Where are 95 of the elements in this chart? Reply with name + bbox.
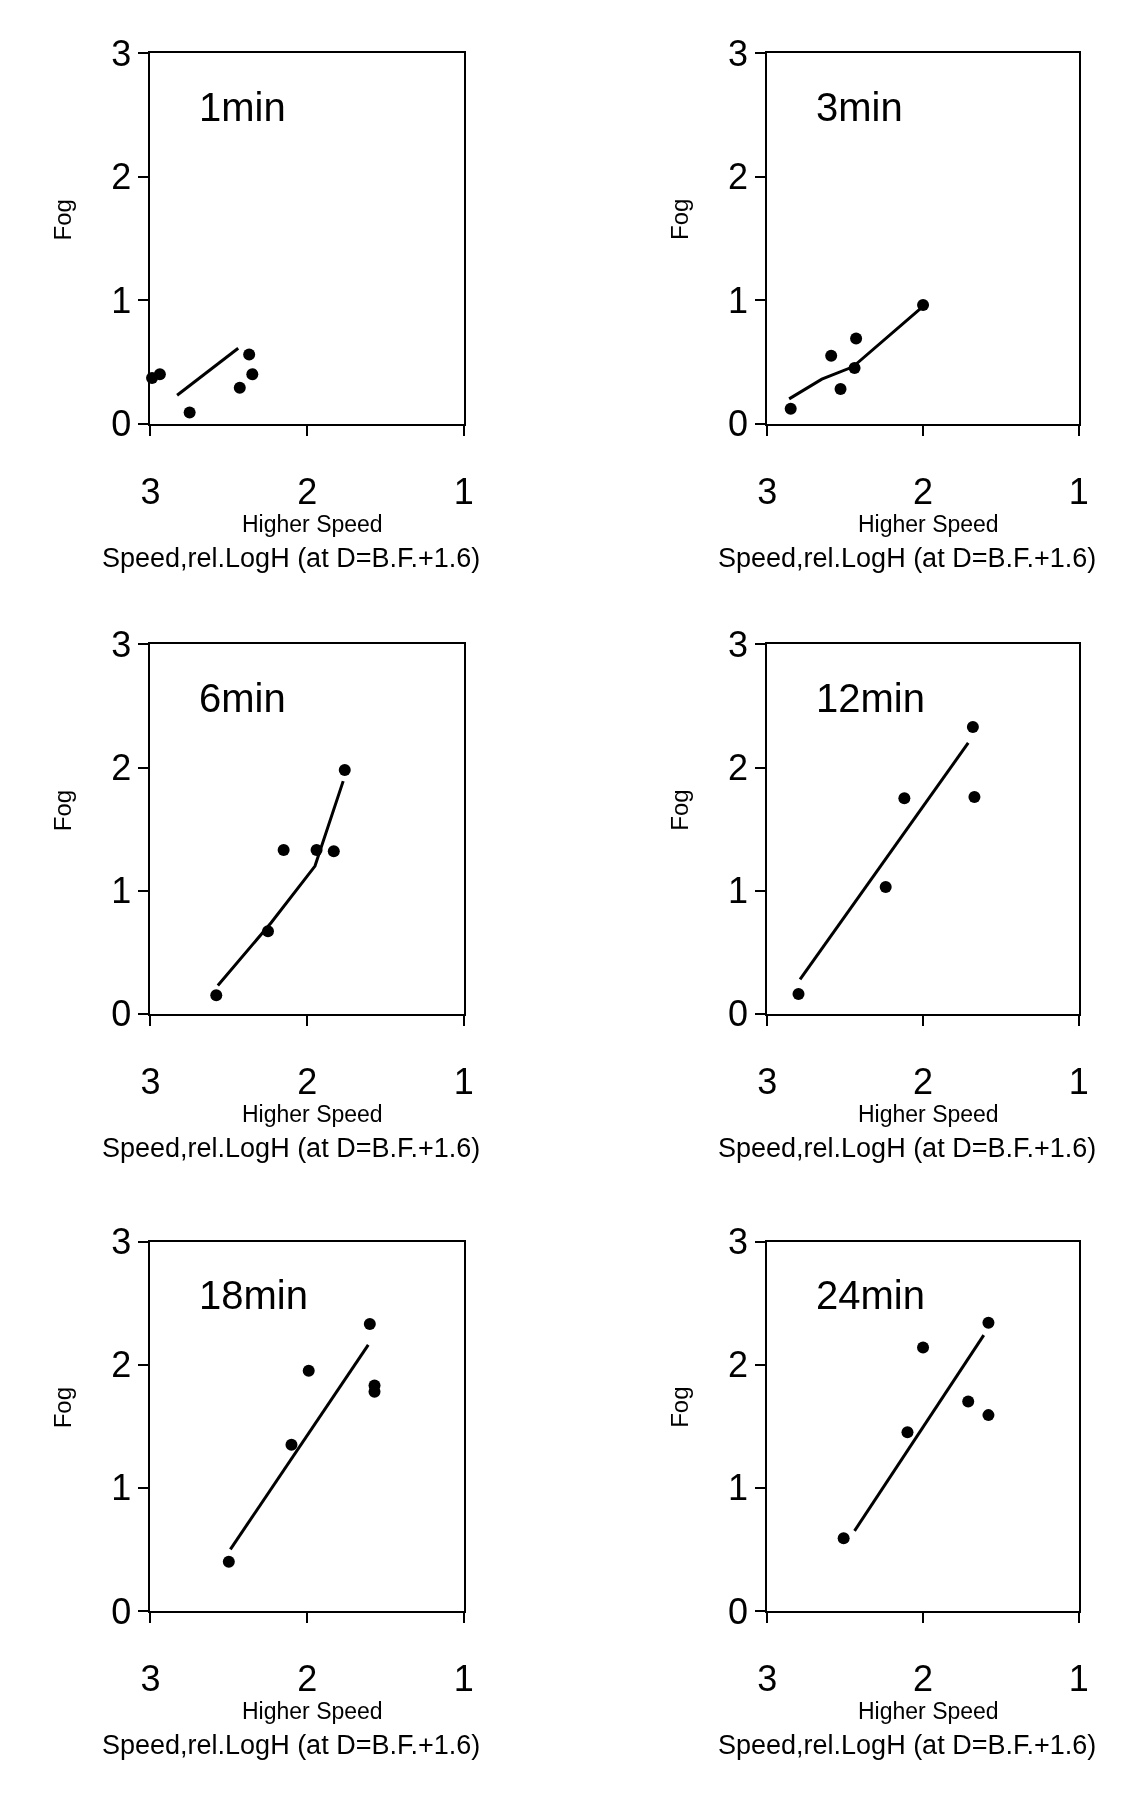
y-tick-label: 1	[728, 1467, 749, 1509]
y-tick-label: 1	[111, 279, 132, 321]
x-axis-title: Speed,rel.LogH (at D=B.F.+1.6)	[718, 1133, 1097, 1163]
point	[784, 402, 797, 415]
y-tick-label: 1	[111, 1467, 132, 1509]
point	[277, 844, 290, 857]
y-tick-label: 1	[728, 870, 749, 912]
text: 24min	[816, 1273, 925, 1317]
y-tick-label: 1	[111, 870, 132, 912]
text: Higher Speed	[858, 1101, 999, 1127]
point	[834, 383, 847, 396]
point	[153, 368, 166, 381]
y-tick-label: 0	[111, 403, 132, 445]
point	[302, 1364, 315, 1377]
y-axis-title: Fog	[666, 789, 694, 831]
y-axis-title: Fog	[666, 1386, 694, 1428]
y-axis-title: Fog	[666, 198, 694, 240]
x-tick-label: 2	[913, 1061, 934, 1103]
y-tick-label: 2	[728, 1344, 749, 1386]
x-tick-label: 3	[757, 1658, 778, 1700]
line-series	[216, 779, 345, 988]
text: Higher Speed	[858, 1698, 999, 1724]
y-tick-label: 3	[111, 32, 132, 74]
x-tick-label: 2	[913, 470, 934, 512]
y-tick-label: 0	[728, 403, 749, 445]
y-tick-label: 2	[111, 156, 132, 198]
y-tick-label: 0	[728, 993, 749, 1035]
point	[243, 348, 256, 361]
y-tick-label: 3	[728, 1221, 749, 1263]
y-axis-title: Fog	[48, 199, 76, 241]
y-tick-label: 1	[728, 279, 749, 321]
point	[792, 988, 805, 1001]
x-axis-title: Speed,rel.LogH (at D=B.F.+1.6)	[102, 1133, 481, 1163]
x-tick-label: 2	[297, 1658, 318, 1700]
text: 12min	[816, 676, 925, 720]
x-tick-label: 1	[453, 470, 474, 512]
text: Higher Speed	[242, 1698, 383, 1724]
point	[837, 1532, 850, 1545]
x-tick-label: 2	[297, 470, 318, 512]
x-tick-label: 2	[913, 1658, 934, 1700]
point	[327, 845, 340, 858]
point	[210, 989, 223, 1002]
point	[233, 381, 246, 394]
point	[966, 720, 979, 733]
text: 3min	[816, 85, 903, 129]
x-tick-label: 1	[1068, 1061, 1089, 1103]
x-tick-label: 3	[140, 470, 161, 512]
point	[968, 791, 981, 804]
x-tick-label: 1	[1068, 1658, 1089, 1700]
point	[898, 792, 911, 805]
y-tick-label: 2	[111, 1344, 132, 1386]
point	[246, 368, 259, 381]
point	[338, 764, 351, 777]
y-tick-label: 0	[728, 1590, 749, 1632]
text: 1min	[199, 85, 286, 129]
x-tick-label: 2	[297, 1061, 318, 1103]
y-axis-title: Fog	[48, 789, 76, 832]
text: 18min	[199, 1273, 308, 1317]
y-axis-title: Fog	[48, 1386, 76, 1429]
y-tick-label: 2	[728, 747, 749, 789]
y-tick-label: 2	[111, 747, 132, 789]
point	[222, 1555, 235, 1568]
point	[982, 1316, 995, 1329]
text: 6min	[199, 676, 286, 720]
x-tick-label: 3	[757, 1061, 778, 1103]
x-axis-title: Speed,rel.LogH (at D=B.F.+1.6)	[718, 543, 1097, 573]
y-tick-label: 3	[111, 1221, 132, 1263]
point	[850, 332, 863, 345]
x-tick-label: 1	[1068, 470, 1089, 512]
y-tick-label: 2	[728, 156, 749, 198]
y-tick-label: 0	[111, 1590, 132, 1632]
text: Higher Speed	[242, 1101, 383, 1127]
point	[901, 1426, 914, 1439]
y-tick-label: 0	[111, 993, 132, 1035]
x-tick-label: 1	[453, 1061, 474, 1103]
y-tick-label: 3	[728, 32, 749, 74]
point	[917, 1341, 930, 1354]
point	[183, 406, 196, 419]
point	[825, 349, 838, 362]
x-axis-title: Speed,rel.LogH (at D=B.F.+1.6)	[102, 1730, 481, 1760]
y-tick-label: 3	[728, 624, 749, 666]
point	[285, 1438, 298, 1451]
x-axis-title: Speed,rel.LogH (at D=B.F.+1.6)	[718, 1730, 1097, 1760]
x-tick-label: 1	[453, 1658, 474, 1700]
point	[982, 1409, 995, 1422]
x-tick-label: 3	[140, 1061, 161, 1103]
x-tick-label: 3	[757, 470, 778, 512]
point	[363, 1318, 376, 1331]
text: Higher Speed	[858, 511, 999, 537]
text: Higher Speed	[242, 511, 383, 537]
y-tick-label: 3	[111, 624, 132, 666]
point	[962, 1395, 975, 1408]
point	[879, 881, 892, 893]
x-axis-title: Speed,rel.LogH (at D=B.F.+1.6)	[102, 543, 481, 573]
x-tick-label: 3	[140, 1658, 161, 1700]
